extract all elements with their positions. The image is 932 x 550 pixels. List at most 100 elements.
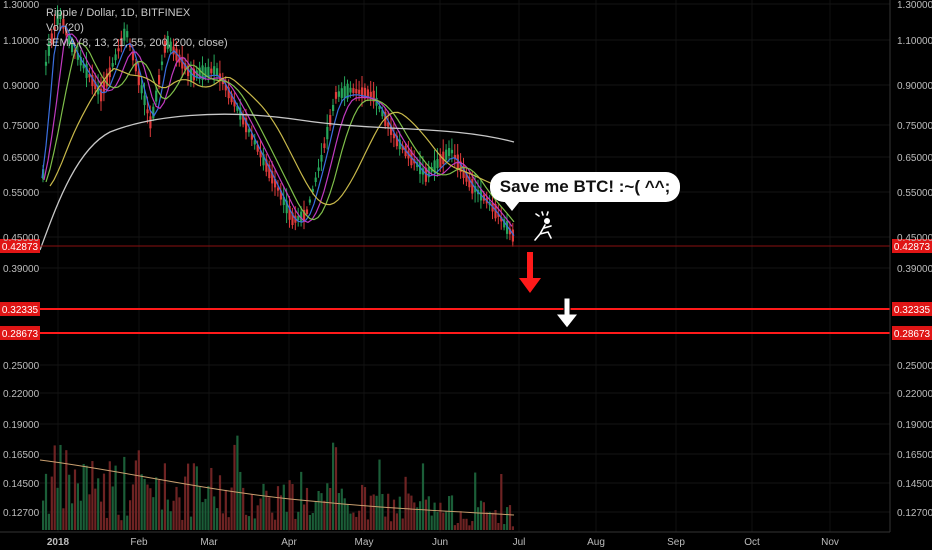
price-tag-left-text: 0.28673 [2,329,39,340]
volume-bar [506,507,509,530]
candle-body [355,89,358,94]
volume-bar [308,514,311,530]
candle-body [105,73,108,87]
volume-bar [62,508,65,530]
candle-body [120,37,123,47]
candle-body [213,66,216,75]
volume-bar [491,512,494,530]
candle-body [337,91,340,97]
candle-body [221,80,224,85]
volume-bar [326,483,329,530]
volume-bar [474,472,477,530]
volume-bar [340,488,343,530]
candle-body [62,19,65,29]
candle-body [227,87,230,99]
candle-body [68,35,71,45]
candle-body [230,93,233,103]
candle-body [366,89,369,99]
candle-body [468,176,471,188]
volume-bar [160,509,164,530]
candle-body [323,143,326,148]
volume-bar [369,495,372,530]
candle-body [111,63,114,67]
moving-averages [39,25,515,251]
volume-bar [216,508,219,530]
candle-body [91,74,94,87]
candle-body [131,52,135,61]
volume-bar [477,507,480,530]
candle-body [169,41,172,52]
volume-bar [73,469,77,530]
volume-bar [259,498,262,530]
volume-bar [233,444,236,530]
volume-bar [416,507,419,530]
volume-bar [207,486,210,530]
candle-body [47,43,50,56]
volume-bar [158,479,161,530]
y-tick-label-right: 0.55000 [897,188,932,199]
volume-bar [508,505,512,530]
volume-bar [224,489,227,530]
candle-body [117,48,120,52]
volume-bar [114,465,117,530]
volume-bar [404,476,407,530]
y-tick-label-left: 0.90000 [3,81,40,92]
x-tick-label: Apr [281,537,297,548]
volume-bar [108,461,111,530]
volume-bar [68,474,71,530]
volume-bar [427,496,430,530]
volume-bar [398,496,401,530]
volume-bar [189,516,193,530]
volume-bar [88,494,91,530]
volume-bar [71,503,74,530]
y-tick-label-right: 0.12700 [897,508,932,519]
x-tick-label: Feb [130,537,148,548]
volume-bar [239,471,242,530]
legend-symbol: Ripple / Dollar, 1D, BITFINEX [46,7,191,19]
volume-bar [111,486,114,530]
volume-bar [288,480,291,530]
legend-volume: Vol (20) [46,22,84,34]
x-tick-label: Aug [587,537,605,548]
candle-body [361,87,364,98]
y-tick-label-left: 0.55000 [3,188,40,199]
candle-body [163,40,166,53]
candle-body [390,125,393,135]
candle-body [242,114,245,125]
candle-body [453,155,456,159]
volume-bar [65,450,68,530]
price-tag-left-text: 0.32335 [2,305,39,316]
candle-body [297,215,300,221]
volume-bar [79,500,82,530]
volume-bar [245,514,248,530]
candle-body [65,28,68,36]
volume-bar [169,511,172,530]
volume-bar [100,501,103,530]
y-tick-label-right: 0.25000 [897,361,932,372]
volume-bar [285,511,288,530]
volume-bar [465,518,468,530]
volume-bar [221,513,224,530]
candle-body [303,209,306,222]
volume-bar [44,473,48,530]
candle-body [149,116,152,129]
volume-bar [494,510,497,530]
candle-body [192,68,195,81]
candle-body [358,89,361,94]
candle-body [311,188,314,193]
volume-bar [271,512,274,530]
volume-bar [120,520,123,530]
candle-body [114,54,117,61]
volume-bar [303,504,306,530]
price-tag-left [0,326,40,340]
y-tick-label-right: 0.19000 [897,420,932,431]
volume-bar [500,474,503,530]
ema-8-line [41,25,515,236]
red-down-arrow [519,252,541,293]
candle-body [198,67,201,80]
candle-body [44,61,48,66]
candle-body [88,74,91,78]
volume-bar [363,487,367,530]
ema-13-line [43,33,513,227]
candle-body [152,106,155,119]
